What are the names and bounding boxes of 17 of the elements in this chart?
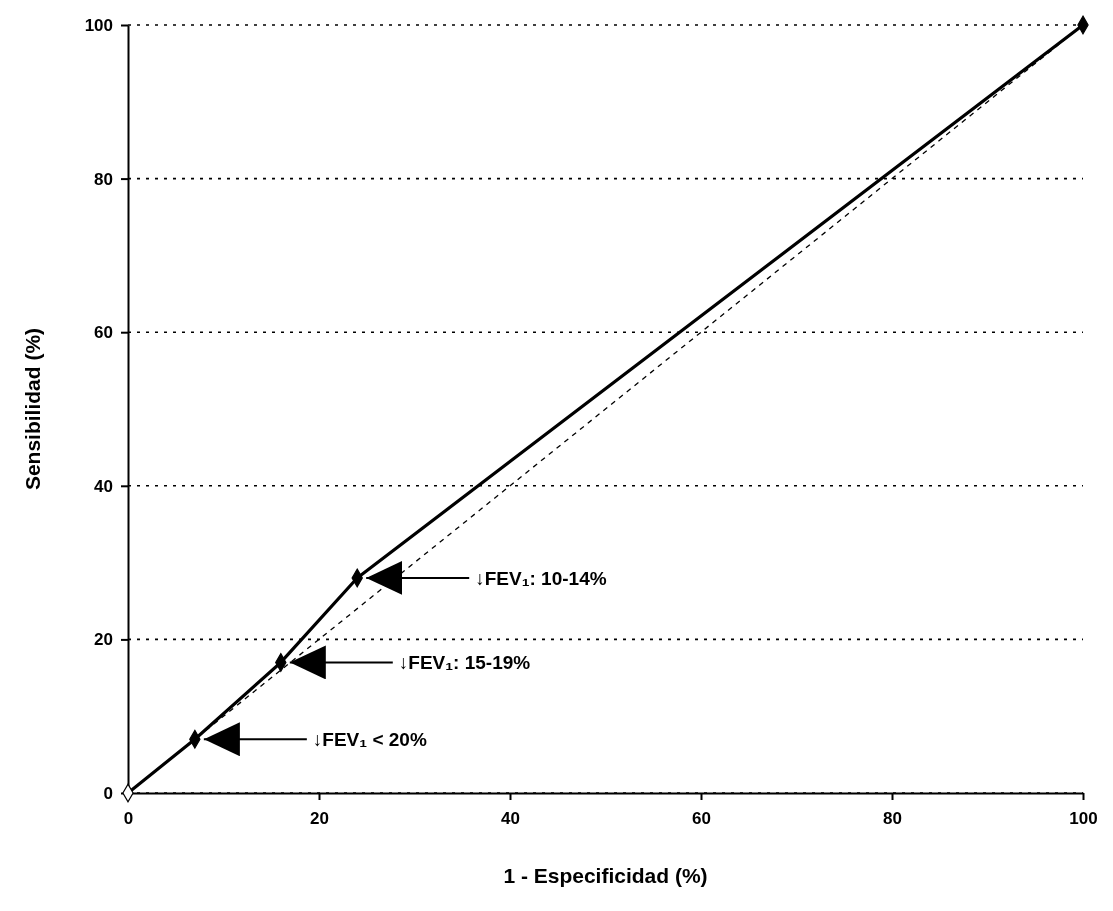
x-tick-label: 0 [123,809,134,829]
y-tick-label: 40 [94,476,113,496]
annotation: ↓FEV₁ < 20% [312,729,427,751]
x-tick-label: 100 [1069,809,1098,829]
y-tick-label: 80 [94,169,113,189]
x-tick-label: 60 [692,809,711,829]
x-tick-label: 40 [501,809,520,829]
annotation: ↓FEV₁: 15-19% [398,652,531,674]
y-axis-title: Sensibilidad (%) [21,327,44,491]
y-tick-label: 100 [84,15,113,35]
x-axis-title: 1 - Especificidad (%) [503,864,708,887]
x-tick-label: 80 [883,809,902,829]
y-tick-label: 20 [94,630,113,650]
x-tick-label: 20 [310,809,329,829]
annotation: ↓FEV₁: 10-14% [475,567,607,589]
y-tick-label: 60 [94,323,113,343]
y-tick-label: 0 [103,783,113,803]
